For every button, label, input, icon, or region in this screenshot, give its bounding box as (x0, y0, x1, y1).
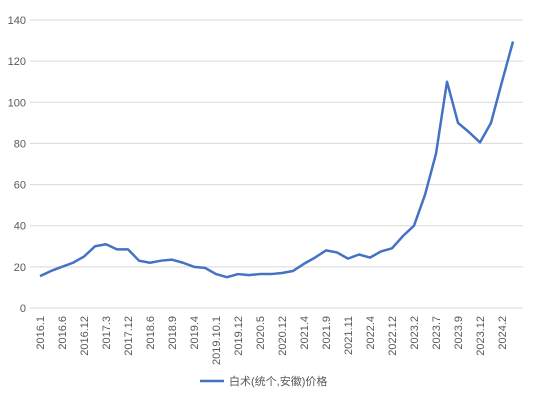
x-tick-label: 2019.12 (233, 316, 245, 356)
y-tick-label: 140 (8, 15, 26, 27)
y-tick-label: 100 (8, 97, 26, 109)
x-tick-label: 2016.1 (35, 316, 47, 350)
x-tick-label: 2016.12 (79, 316, 91, 356)
line-series (39, 41, 515, 279)
x-tick-label: 2021.9 (321, 316, 333, 350)
x-tick-label: 2022.12 (387, 316, 399, 356)
y-tick-label: 20 (14, 262, 26, 274)
x-tick-label: 2021.11 (343, 316, 355, 355)
x-tick-label: 2020.12 (277, 316, 289, 356)
x-tick-label: 2024.2 (497, 316, 509, 350)
x-tick-label: 2023.7 (431, 316, 443, 350)
x-tick-label: 2023.12 (475, 316, 487, 356)
y-tick-label: 40 (14, 221, 26, 233)
y-tick-label: 80 (14, 138, 26, 150)
y-tick-label: 60 (14, 180, 26, 192)
x-tick-label: 2022.4 (365, 316, 377, 350)
x-tick-label: 2023.9 (453, 316, 465, 350)
x-tick-label: 2018.9 (167, 316, 179, 350)
x-tick-label: 2019.10.1 (211, 316, 223, 365)
y-tick-label: 120 (8, 56, 26, 68)
legend-label: 白术(统个,安徽)价格 (229, 374, 327, 388)
x-tick-label: 2021.4 (299, 316, 311, 350)
x-tick-label: 2017.12 (123, 316, 135, 356)
x-tick-label: 2019.4 (189, 316, 201, 350)
x-tick-label: 2017.3 (101, 316, 113, 350)
x-tick-label: 2016.6 (57, 316, 69, 350)
x-tick-label: 2018.6 (145, 316, 157, 350)
y-tick-label: 0 (20, 303, 26, 315)
x-tick-label: 2023.2 (409, 316, 421, 350)
x-tick-label: 2020.5 (255, 316, 267, 350)
